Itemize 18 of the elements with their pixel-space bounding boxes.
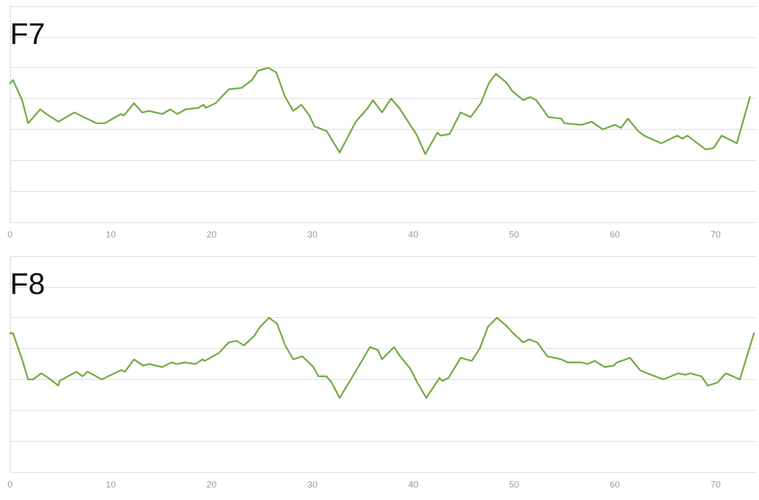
x-tick-label: 70 [710, 480, 721, 490]
x-tick-label: 60 [610, 230, 620, 240]
x-tick-label: 20 [206, 480, 217, 490]
chart-title: F8 [10, 268, 46, 302]
x-tick-label: 30 [307, 230, 318, 240]
chart-title: F7 [10, 18, 46, 52]
x-tick-label: 40 [408, 230, 418, 240]
x-tick-label: 0 [7, 230, 13, 240]
x-tick-label: 30 [307, 480, 318, 490]
x-tick-label: 50 [509, 480, 520, 490]
x-tick-label: 10 [106, 230, 116, 240]
x-tick-label: 40 [408, 480, 418, 490]
x-tick-label: 70 [710, 230, 721, 240]
x-tick-label: 10 [106, 480, 116, 490]
x-tick-label: 0 [7, 480, 13, 490]
x-tick-label: 60 [610, 480, 620, 490]
x-tick-label: 20 [206, 230, 217, 240]
x-tick-label: 50 [509, 230, 520, 240]
